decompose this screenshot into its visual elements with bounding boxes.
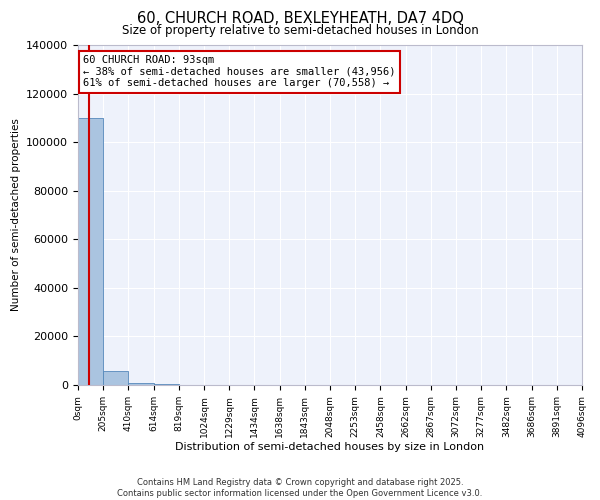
Bar	[154, 384, 179, 385]
Text: Size of property relative to semi-detached houses in London: Size of property relative to semi-detach…	[122, 24, 478, 37]
Text: Contains HM Land Registry data © Crown copyright and database right 2025.
Contai: Contains HM Land Registry data © Crown c…	[118, 478, 482, 498]
Bar	[103, 371, 128, 385]
Bar	[78, 118, 103, 385]
Text: 60, CHURCH ROAD, BEXLEYHEATH, DA7 4DQ: 60, CHURCH ROAD, BEXLEYHEATH, DA7 4DQ	[137, 11, 463, 26]
Y-axis label: Number of semi-detached properties: Number of semi-detached properties	[11, 118, 20, 312]
Text: 60 CHURCH ROAD: 93sqm
← 38% of semi-detached houses are smaller (43,956)
61% of : 60 CHURCH ROAD: 93sqm ← 38% of semi-deta…	[83, 55, 395, 88]
Bar	[128, 383, 154, 385]
X-axis label: Distribution of semi-detached houses by size in London: Distribution of semi-detached houses by …	[175, 442, 485, 452]
